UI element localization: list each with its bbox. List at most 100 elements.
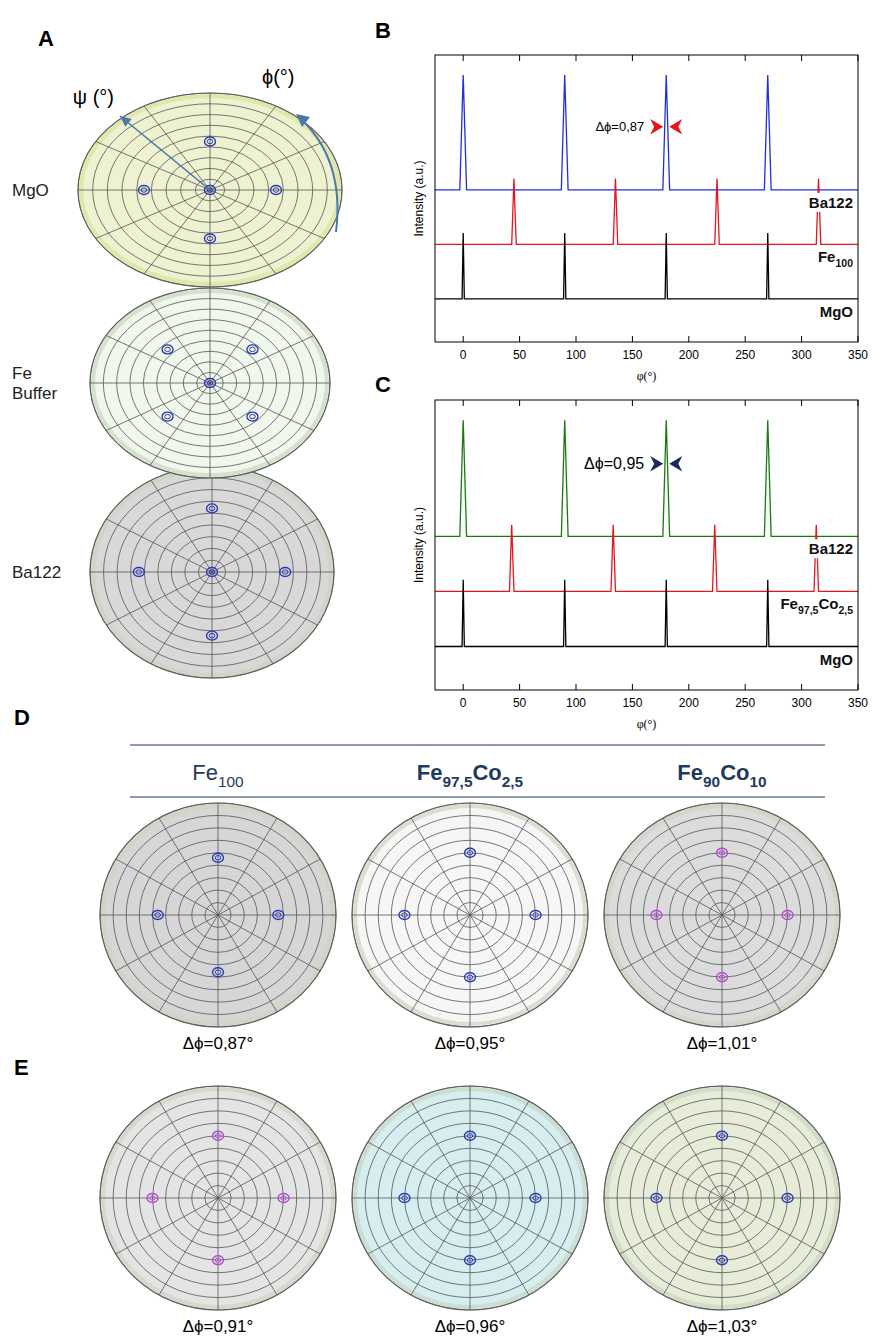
psi-grid-ring	[100, 803, 336, 1027]
x-tick-label: 50	[513, 696, 527, 710]
phi-grid-line	[96, 190, 210, 239]
text-part: 97,5	[798, 604, 819, 616]
phi-grid-line	[218, 1101, 277, 1198]
phi-grid-line	[212, 572, 334, 573]
spot-outer	[207, 504, 218, 513]
x-tick	[632, 336, 633, 342]
pole-figure	[604, 803, 840, 1027]
x-tick-label: 200	[679, 348, 699, 362]
pole-label: MgO	[12, 181, 49, 200]
phi-grid-line	[210, 106, 276, 190]
label-patch	[816, 247, 855, 270]
phi-grid-line	[722, 1142, 824, 1198]
pole-background	[352, 803, 588, 1027]
phi-grid-line	[218, 818, 277, 915]
spot-inner	[719, 851, 725, 855]
phi-grid-line	[212, 480, 273, 572]
text-part: MgO	[12, 181, 49, 200]
spot-inner	[785, 913, 791, 917]
psi-grid-ring	[604, 803, 840, 1027]
spot-inner	[467, 1258, 473, 1262]
x-tick-label: 250	[735, 696, 755, 710]
x-tick	[463, 684, 464, 690]
spot-inner	[155, 913, 161, 917]
phi-grid-line	[470, 1198, 572, 1254]
phi-grid-line	[218, 915, 320, 971]
pole-figure	[352, 1086, 588, 1310]
phi-scan-line	[435, 420, 858, 536]
x-tick-top	[858, 400, 859, 406]
phi-grid-line	[96, 142, 210, 191]
y-axis-title: Intensity (a.u.)	[412, 160, 426, 236]
x-tick	[858, 684, 859, 690]
x-tick	[745, 336, 746, 342]
phi-grid-line	[218, 1198, 320, 1254]
phi-grid-line	[218, 1198, 219, 1310]
phi-grid-line	[470, 1198, 471, 1310]
pole-spot	[273, 911, 284, 920]
text-part: Buffer	[12, 384, 57, 403]
phi-grid-line	[212, 519, 318, 572]
pole-spot	[717, 1131, 728, 1140]
phi-grid-line	[218, 1086, 219, 1198]
phi-grid-line	[604, 915, 722, 916]
spot-inner	[207, 139, 213, 143]
text-part: Fe	[192, 760, 218, 785]
spot-inner	[215, 856, 221, 860]
phi-grid-line	[411, 1101, 470, 1198]
spot-outer	[247, 345, 258, 354]
plot-frame	[435, 55, 858, 342]
x-tick	[745, 684, 746, 690]
spot-outer	[399, 1194, 410, 1203]
x-tick-top	[688, 55, 689, 61]
text-part: 10	[750, 773, 767, 790]
x-tick	[801, 336, 802, 342]
comparison-panels: DEFe100Fe97,5Co2,5Fe90Co10Δϕ=0,87°Δϕ=0,9…	[14, 705, 840, 1336]
spot-outer	[147, 1194, 158, 1203]
x-tick-top	[463, 400, 464, 406]
x-tick-label: 50	[513, 348, 527, 362]
phi-grid-line	[210, 190, 342, 191]
psi-grid-ring	[90, 466, 334, 678]
pole-figure	[78, 93, 342, 287]
x-tick	[632, 684, 633, 690]
phi-grid-line	[210, 288, 211, 383]
phi-grid-line	[620, 859, 722, 915]
x-tick-label: 350	[848, 348, 868, 362]
pole-spot	[465, 1131, 476, 1140]
chart-panel: B050100150200250300350φ(°)Intensity (a.u…	[375, 18, 868, 383]
column-header: Fe90Co10	[677, 760, 766, 790]
spot-outer	[139, 186, 150, 195]
phi-grid-line	[210, 190, 276, 274]
psi-arrow-head	[120, 116, 132, 127]
spot-inner	[533, 1196, 539, 1200]
spot-inner	[467, 1134, 473, 1138]
phi-grid-line	[620, 915, 722, 971]
phi-grid-line	[368, 1198, 470, 1254]
phi-grid-line	[90, 383, 210, 384]
phi-grid-line	[210, 383, 314, 431]
pole-spot	[717, 1256, 728, 1265]
spot-outer	[205, 234, 216, 243]
phi-grid-line	[218, 803, 219, 915]
series-label-group: MgO	[818, 302, 856, 321]
pole-spot	[213, 1256, 224, 1265]
plot-frame	[435, 400, 858, 690]
annotation-arrow	[669, 119, 682, 135]
x-tick-top	[858, 55, 859, 61]
phi-scan-line	[435, 75, 858, 190]
psi-grid-ring	[604, 1086, 840, 1310]
x-tick-label: 250	[735, 348, 755, 362]
spot-outer	[205, 137, 216, 146]
spot-inner	[207, 381, 213, 385]
phi-grid-line	[159, 1101, 218, 1198]
spot-inner	[402, 913, 408, 917]
phi-grid-line	[722, 1101, 781, 1198]
pole-label: Ba122	[12, 563, 61, 582]
phi-grid-line	[210, 383, 330, 384]
spot-outer	[213, 853, 224, 862]
phi-grid-line	[663, 1198, 722, 1295]
phi-grid-line	[218, 915, 277, 1012]
x-axis-title: φ(°)	[637, 369, 657, 383]
spot-inner	[281, 1196, 287, 1200]
